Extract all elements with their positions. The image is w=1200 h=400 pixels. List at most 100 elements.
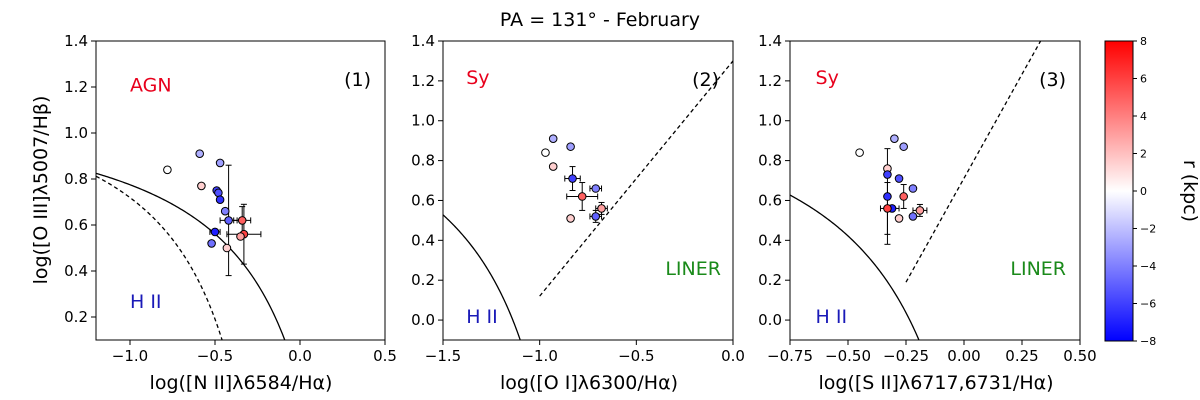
data-point — [894, 214, 904, 223]
data-point — [855, 148, 864, 157]
region-label-hii: H II — [466, 306, 498, 328]
x-tick-label: 0.25 — [1005, 347, 1038, 365]
y-tick-label: 1.4 — [64, 32, 88, 50]
x-tick-label: −0.25 — [883, 347, 929, 365]
data-point — [566, 142, 575, 151]
y-tick-label: 1.4 — [758, 32, 782, 50]
demarcation-lines — [790, 41, 1042, 340]
data-point — [222, 243, 232, 253]
data-point — [908, 212, 918, 221]
y-tick-label: 0.4 — [758, 231, 782, 249]
y-tick-label: 0.0 — [758, 311, 782, 329]
data-point — [195, 149, 204, 158]
data-point — [591, 212, 601, 221]
x-tick-label: −0.75 — [767, 347, 813, 365]
y-tick-label: 0.2 — [64, 308, 88, 326]
panel-1: log([N II]λ6584/Hα) log([O III]λ5007/Hβ)… — [30, 32, 397, 394]
y-tick-label: 0.6 — [411, 191, 435, 209]
axes-frame — [789, 40, 1081, 341]
panel-number-label: (3) — [1039, 69, 1066, 91]
region-label-sy: Sy — [466, 67, 489, 89]
colorbar-tick-label: −4 — [1140, 260, 1156, 273]
data-point — [215, 195, 225, 204]
data-point — [163, 165, 172, 175]
y-tick-label: 0.0 — [411, 311, 435, 329]
x-tick-label: −1.5 — [425, 347, 461, 365]
panel-1-ylabel: log([O III]λ5007/Hβ) — [30, 96, 52, 285]
x-tick-label: −1.0 — [112, 347, 148, 365]
data-point — [899, 142, 908, 151]
x-tick-label: 0.00 — [947, 347, 980, 365]
data-point — [591, 184, 601, 193]
data-point — [566, 214, 575, 223]
axes-frame — [442, 40, 734, 341]
data-point — [577, 192, 587, 201]
data-point — [215, 158, 225, 168]
data-point — [883, 204, 892, 213]
y-tick-label: 1.0 — [64, 124, 88, 142]
data-point — [197, 181, 206, 191]
panel-number-label: (1) — [344, 69, 371, 91]
dashed-demarcation-line — [905, 41, 1042, 283]
x-tick-label: −1.0 — [521, 347, 557, 365]
data-point — [207, 239, 216, 248]
solid-demarcation-line — [790, 194, 920, 340]
data-point — [548, 134, 558, 143]
data-point — [890, 134, 899, 143]
solid-demarcation-line — [443, 214, 521, 340]
region-label-agn: AGN — [130, 75, 172, 97]
colorbar-tick-label: 2 — [1140, 148, 1147, 161]
panel-2: log([O I]λ6300/Hα) −1.5 −1.0 −0.5 0.0 0.0 0.2… — [411, 32, 745, 394]
panel-3-xlabel: log([S II]λ6717,6731/Hα) — [818, 372, 1053, 394]
colorbar-tick-label: −6 — [1140, 298, 1156, 311]
colorbar: r (kpc) −8 −6 −4 −2 0 2 4 6 8 — [1104, 35, 1200, 348]
colorbar-tick-label: 8 — [1140, 35, 1147, 48]
y-tick-label: 1.2 — [758, 72, 782, 90]
x-tick-label: −0.5 — [618, 347, 654, 365]
x-tick-label: −0.5 — [197, 347, 233, 365]
region-label-hii: H II — [816, 306, 848, 328]
solid-demarcation-line — [96, 172, 286, 340]
dashed-demarcation-line — [539, 60, 733, 297]
colorbar-tick-label: −8 — [1140, 335, 1156, 348]
data-point — [597, 204, 606, 213]
y-tick-label: 0.6 — [64, 216, 88, 234]
data-point — [210, 227, 220, 237]
y-tick-label: 0.6 — [758, 191, 782, 209]
colorbar-label: r (kpc) — [1179, 160, 1200, 222]
y-tick-label: 0.8 — [64, 170, 88, 188]
data-point — [236, 232, 245, 241]
colorbar-gradient — [1104, 40, 1134, 342]
panel-number-label: (2) — [692, 69, 719, 91]
region-label-liner: LINER — [665, 258, 721, 280]
colorbar-tick-label: 0 — [1140, 185, 1147, 198]
y-tick-label: 0.8 — [758, 152, 782, 170]
x-tick-label: 0.5 — [373, 347, 397, 365]
data-point — [915, 206, 925, 215]
dashed-demarcation-line — [96, 175, 223, 340]
data-point — [224, 216, 233, 225]
panel-3: log([S II]λ6717,6731/Hα) −0.75 −0.50 −0.25… — [758, 32, 1097, 394]
region-label-liner: LINER — [1010, 258, 1066, 280]
y-tick-label: 1.4 — [411, 32, 435, 50]
axes-frame — [95, 40, 386, 341]
colorbar-tick-label: −2 — [1140, 223, 1156, 236]
x-tick-label: −0.50 — [825, 347, 871, 365]
panel-2-xlabel: log([O I]λ6300/Hα) — [500, 372, 678, 394]
colorbar-tick-label: 4 — [1140, 110, 1147, 123]
y-tick-label: 1.2 — [64, 78, 88, 96]
data-point — [214, 188, 223, 198]
data-point — [237, 216, 247, 225]
y-tick-label: 1.0 — [411, 112, 435, 130]
data-point — [908, 184, 918, 193]
data-point — [220, 206, 230, 216]
data-point — [568, 174, 577, 183]
y-tick-label: 1.2 — [411, 72, 435, 90]
demarcation-lines — [443, 60, 733, 340]
data-point — [899, 192, 908, 201]
y-tick-label: 0.2 — [411, 271, 435, 289]
data-point — [883, 192, 892, 201]
y-tick-label: 1.0 — [758, 112, 782, 130]
data-point — [548, 162, 558, 171]
